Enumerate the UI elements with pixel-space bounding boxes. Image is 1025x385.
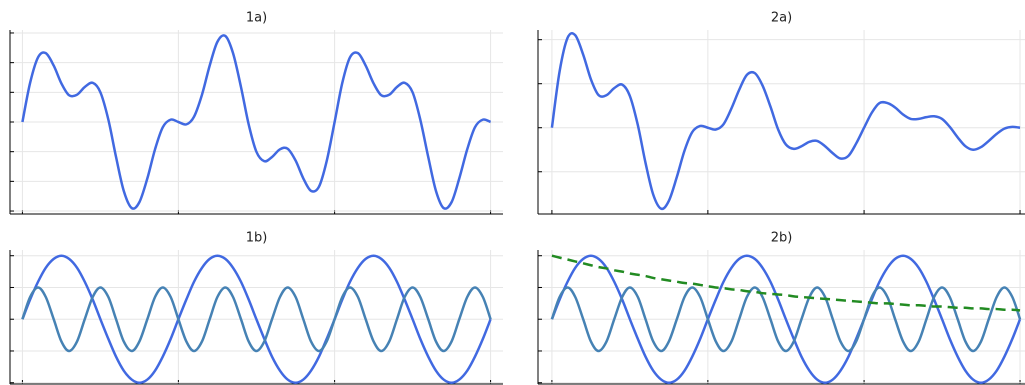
series-line bbox=[550, 286, 1022, 353]
subplot: 2b) bbox=[537, 231, 1025, 385]
series-line bbox=[21, 254, 492, 384]
series-line bbox=[550, 32, 1021, 211]
subplot-title: 1b) bbox=[246, 231, 268, 246]
subplot: 2a) bbox=[537, 11, 1025, 215]
series-line bbox=[21, 286, 492, 353]
subplot-title: 2b) bbox=[771, 231, 793, 246]
subplot: 1a) bbox=[9, 11, 503, 215]
series-line bbox=[551, 254, 1021, 312]
series-line bbox=[550, 254, 1022, 384]
subplot-title: 1a) bbox=[246, 11, 267, 26]
series-line bbox=[21, 34, 492, 210]
subplot: 1b) bbox=[9, 231, 503, 385]
subplot-title: 2a) bbox=[771, 11, 792, 26]
